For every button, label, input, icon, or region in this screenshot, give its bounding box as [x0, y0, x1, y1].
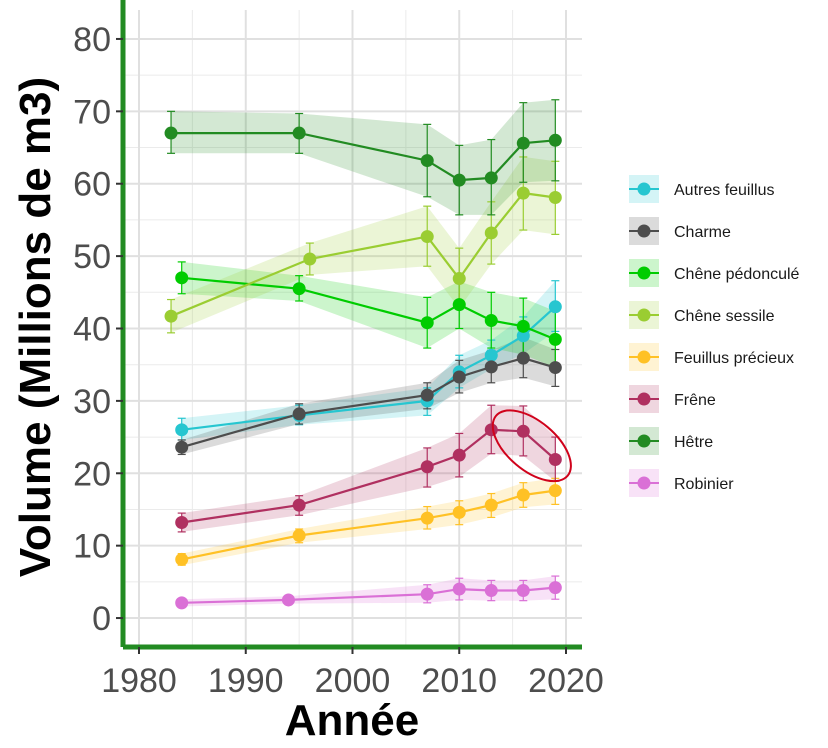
annotations — [491, 409, 572, 483]
band-chene-pedoncule — [181, 261, 556, 368]
point-robinier — [175, 596, 189, 610]
legend-key-point-charme — [637, 224, 651, 238]
y-axis-title: Volume (Millions de m3) — [11, 77, 60, 577]
grid — [123, 10, 582, 647]
y-tick-label: 80 — [73, 21, 111, 59]
x-tick-label: 1990 — [208, 662, 284, 700]
point-chene-pedoncule — [548, 332, 562, 346]
point-chene-sessile — [452, 272, 466, 286]
point-robinier — [452, 582, 466, 596]
point-feuillus-precieux — [175, 552, 189, 566]
point-hetre — [164, 126, 178, 140]
point-charme — [548, 361, 562, 375]
tick-labels: 0 10 20 30 40 50 60 70 80 1980 1990 2000 2010 2020 — [73, 21, 604, 700]
x-tick-label: 2000 — [315, 662, 391, 700]
y-tick-label: 50 — [73, 238, 111, 276]
legend-key-point-feuillus-precieux — [637, 350, 651, 364]
point-charme — [516, 351, 530, 365]
point-chene-pedoncule — [484, 314, 498, 328]
data-points — [164, 126, 562, 610]
band-feuillus-precieux — [181, 478, 556, 566]
point-hetre — [516, 136, 530, 150]
point-feuillus-precieux — [420, 511, 434, 525]
point-frene — [548, 453, 562, 467]
point-robinier — [420, 587, 434, 601]
point-chene-pedoncule — [292, 282, 306, 296]
legend-label-chene-sessile: Chêne sessile — [674, 308, 775, 325]
legend-label-autres-feuillus: Autres feuillus — [674, 182, 775, 199]
x-tick-label: 2010 — [421, 662, 497, 700]
legend-label-charme: Charme — [674, 224, 731, 241]
point-charme — [484, 360, 498, 374]
legend-key-point-frene — [637, 392, 651, 406]
point-hetre — [420, 154, 434, 168]
point-feuillus-precieux — [452, 505, 466, 519]
point-feuillus-precieux — [484, 498, 498, 512]
point-charme — [452, 370, 466, 384]
point-robinier — [484, 584, 498, 598]
legend-key-point-autres-feuillus — [637, 182, 651, 196]
legend-label-feuillus-precieux: Feuillus précieux — [674, 350, 794, 367]
confidence-bands — [171, 99, 556, 607]
point-chene-pedoncule — [452, 298, 466, 312]
x-tick-label: 1980 — [101, 662, 177, 700]
legend-label-hetre: Hêtre — [674, 434, 713, 451]
point-autres-feuillus — [548, 300, 562, 314]
point-chene-sessile — [484, 226, 498, 240]
legend-key-point-chene-sessile — [637, 308, 651, 322]
point-feuillus-precieux — [292, 529, 306, 543]
band-frene — [181, 405, 556, 532]
legend-label-chene-pedoncule: Chêne pédonculé — [674, 266, 800, 283]
y-tick-label: 60 — [73, 166, 111, 204]
point-chene-pedoncule — [420, 316, 434, 330]
y-tick-label: 10 — [73, 528, 111, 566]
point-chene-sessile — [164, 309, 178, 323]
point-autres-feuillus — [516, 329, 530, 343]
point-robinier — [516, 584, 530, 598]
point-frene — [175, 515, 189, 529]
x-tick-label: 2020 — [528, 662, 604, 700]
y-tick-label: 0 — [92, 600, 111, 638]
y-tick-label: 40 — [73, 311, 111, 349]
point-autres-feuillus — [175, 423, 189, 437]
point-hetre — [548, 133, 562, 147]
legend-label-frene: Frêne — [674, 392, 716, 409]
band-hetre — [171, 99, 556, 215]
y-tick-label: 20 — [73, 455, 111, 493]
point-charme — [175, 440, 189, 454]
highlight-ellipse — [491, 409, 572, 483]
legend: Autres feuillus Charme Chêne pédonculé Chên… — [629, 175, 800, 497]
point-feuillus-precieux — [516, 488, 530, 502]
point-chene-sessile — [303, 252, 317, 266]
point-chene-sessile — [516, 186, 530, 200]
point-hetre — [452, 173, 466, 187]
point-chene-pedoncule — [175, 271, 189, 285]
point-frene — [452, 448, 466, 462]
point-autres-feuillus — [484, 348, 498, 362]
legend-key-point-robinier — [637, 476, 651, 490]
legend-key-point-chene-pedoncule — [637, 266, 651, 280]
point-hetre — [292, 126, 306, 140]
point-frene — [420, 460, 434, 474]
point-frene — [292, 498, 306, 512]
point-feuillus-precieux — [548, 484, 562, 498]
point-charme — [420, 388, 434, 402]
x-axis-title: Année — [285, 696, 419, 743]
y-tick-label: 30 — [73, 383, 111, 421]
legend-key-point-hetre — [637, 434, 651, 448]
point-frene — [516, 424, 530, 438]
point-chene-sessile — [420, 230, 434, 244]
point-frene — [484, 423, 498, 437]
point-chene-pedoncule — [516, 319, 530, 333]
point-charme — [292, 407, 306, 421]
point-robinier — [548, 581, 562, 595]
point-hetre — [484, 171, 498, 185]
y-tick-label: 70 — [73, 93, 111, 131]
point-chene-sessile — [548, 190, 562, 204]
legend-label-robinier: Robinier — [674, 476, 734, 493]
point-robinier — [281, 593, 295, 607]
